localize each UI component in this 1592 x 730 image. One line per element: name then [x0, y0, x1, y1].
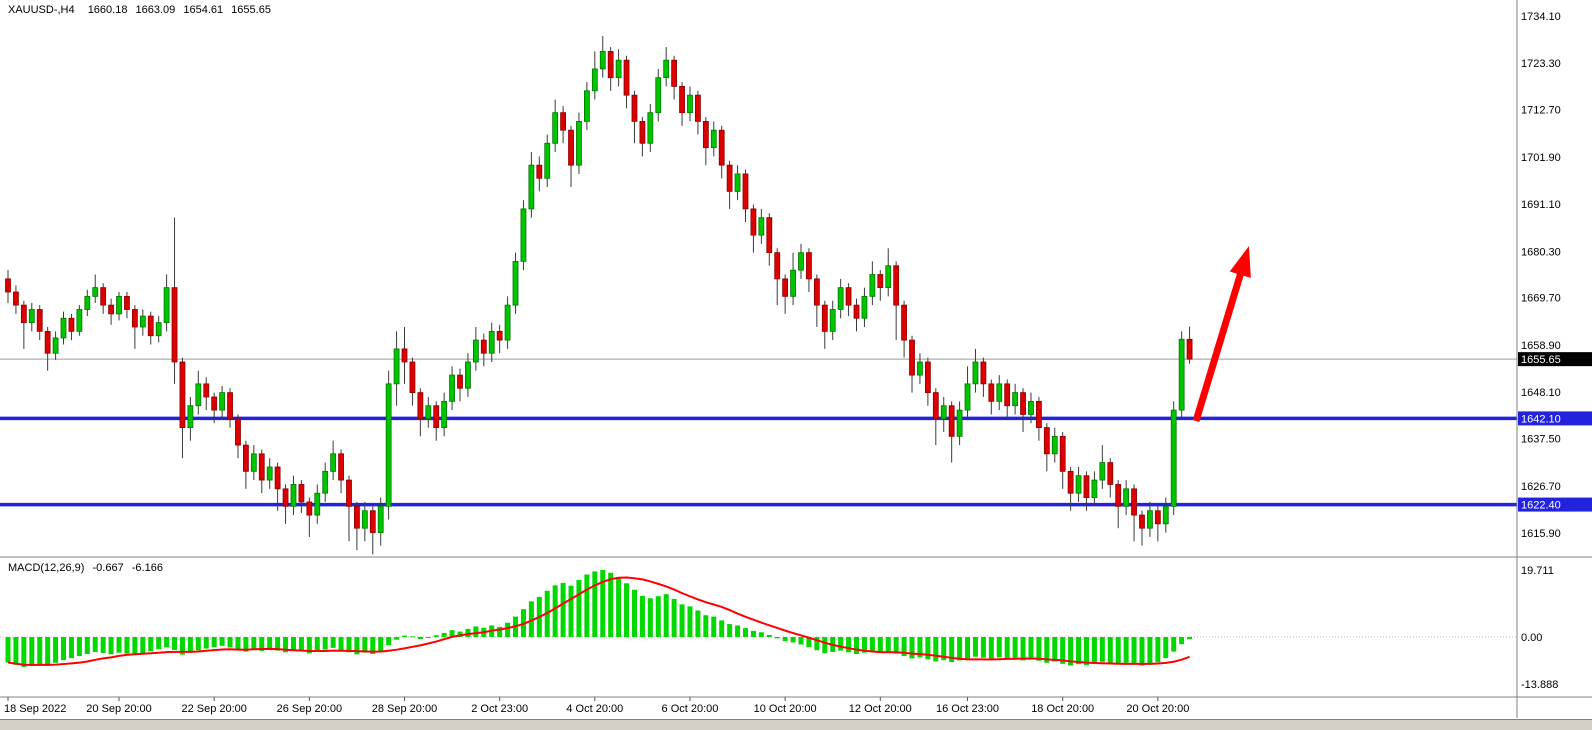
price-axis-label: 1648.10 — [1521, 387, 1561, 399]
price-axis-label: 1691.10 — [1521, 199, 1561, 211]
macd-label: MACD(12,26,9) — [8, 562, 85, 574]
level-price-badge: 1622.40 — [1518, 497, 1592, 512]
macd-signal-line — [7, 576, 1190, 666]
svg-text:1642.10: 1642.10 — [1521, 413, 1561, 425]
time-axis: 18 Sep 2022 20 Sep 20:00 22 Sep 20:00 26 Se… — [4, 697, 1189, 715]
macd-axis: 19.711 0.00 -13.888 — [1521, 565, 1558, 691]
candles-layer[interactable] — [5, 36, 1193, 555]
macd-axis-label: 0.00 — [1521, 632, 1542, 644]
price-axis-label: 1626.70 — [1521, 481, 1561, 493]
macd-histogram — [5, 570, 1193, 667]
price-axis: 1734.10 1723.30 1712.70 1701.90 1691.10 1680.… — [1521, 11, 1561, 540]
price-axis-label: 1701.90 — [1521, 152, 1561, 164]
low-value: 1654.61 — [183, 4, 224, 16]
price-axis-label: 1680.30 — [1521, 246, 1561, 258]
macd-signal-value: -6.166 — [131, 562, 163, 574]
macd-axis-label: -13.888 — [1521, 679, 1558, 691]
time-axis-label: 22 Sep 20:00 — [181, 703, 246, 715]
price-axis-label: 1615.90 — [1521, 528, 1561, 540]
price-axis-label: 1712.70 — [1521, 105, 1561, 117]
level-price-badge: 1642.10 — [1518, 411, 1592, 426]
macd-axis-label: 19.711 — [1521, 565, 1554, 577]
open-value: 1660.18 — [87, 4, 128, 16]
time-axis-label: 18 Sep 2022 — [4, 703, 66, 715]
symbol-ohlc-info: XAUUSD-,H4 1660.18 1663.09 1654.61 1655.… — [8, 4, 276, 16]
window-bottom-edge — [0, 719, 1592, 730]
time-axis-label: 12 Oct 20:00 — [849, 703, 912, 715]
trend-arrow[interactable] — [1192, 246, 1251, 423]
macd-main-value: -0.667 — [92, 562, 124, 574]
time-axis-label: 10 Oct 20:00 — [754, 703, 817, 715]
time-axis-label: 16 Oct 23:00 — [936, 703, 999, 715]
price-axis-label: 1658.90 — [1521, 340, 1561, 352]
time-axis-label: 2 Oct 23:00 — [471, 703, 528, 715]
svg-text:1655.65: 1655.65 — [1521, 354, 1561, 366]
time-axis-label: 18 Oct 20:00 — [1031, 703, 1094, 715]
close-value: 1655.65 — [231, 4, 271, 16]
price-axis-label: 1734.10 — [1521, 11, 1561, 23]
time-axis-label: 20 Sep 20:00 — [86, 703, 151, 715]
time-axis-label: 20 Oct 20:00 — [1126, 703, 1189, 715]
symbol-period-label: XAUUSD-,H4 — [8, 4, 75, 16]
macd-pane — [0, 570, 1517, 667]
time-axis-label: 26 Sep 20:00 — [277, 703, 342, 715]
high-value: 1663.09 — [135, 4, 176, 16]
price-axis-label: 1637.50 — [1521, 434, 1561, 446]
price-axis-label: 1723.30 — [1521, 58, 1561, 70]
macd-indicator-info: MACD(12,26,9) -0.667 -6.166 — [8, 562, 168, 574]
price-axis-label: 1669.70 — [1521, 293, 1561, 305]
time-axis-label: 28 Sep 20:00 — [372, 703, 437, 715]
svg-text:1622.40: 1622.40 — [1521, 500, 1561, 512]
current-price-badge: 1655.65 — [1518, 352, 1592, 367]
time-axis-label: 4 Oct 20:00 — [566, 703, 623, 715]
time-axis-label: 6 Oct 20:00 — [662, 703, 719, 715]
